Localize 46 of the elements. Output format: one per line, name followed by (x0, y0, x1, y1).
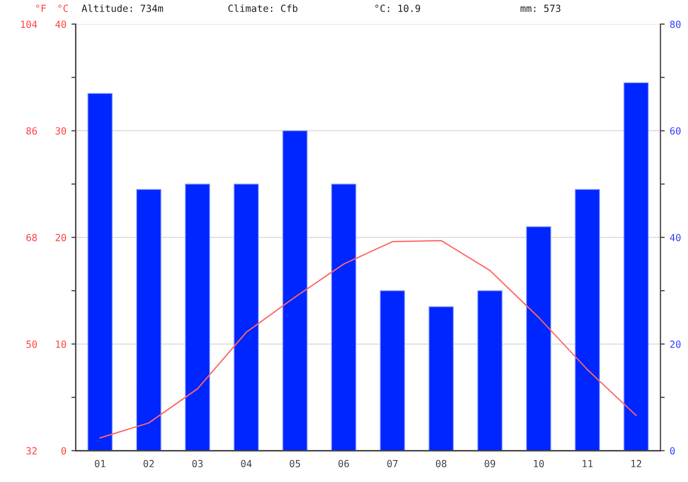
text: Altitude: 734m (82, 4, 164, 12)
y-axis-title: °C (58, 4, 68, 12)
x-tick-label: 11 (582, 460, 593, 468)
text: °C: 10.9 (375, 4, 420, 12)
bar (234, 184, 259, 451)
x-tick-label: 07 (387, 460, 398, 468)
text: mm: 573 (520, 4, 560, 12)
y3-axis-title: °F (36, 4, 46, 12)
bar (380, 290, 406, 451)
bar (282, 130, 308, 451)
y2-tick-label: 80 (670, 20, 681, 28)
x-tick-label: 12 (631, 460, 642, 468)
y2-tick-label: 0 (670, 447, 675, 455)
bar (526, 226, 552, 451)
x-tick-label: 10 (534, 460, 544, 468)
bar (574, 188, 600, 451)
y-tick-label: 0 (61, 447, 66, 455)
bar (477, 290, 503, 451)
x-tick-label: 05 (290, 460, 300, 468)
text: Climate: Cfb (228, 4, 298, 12)
y2-tick-label: 20 (670, 340, 681, 348)
y3-tick-label: 50 (26, 340, 37, 348)
y2-tick-label: 40 (670, 234, 681, 242)
y-tick-label: 20 (56, 234, 66, 242)
bar (331, 184, 356, 451)
y-tick-label: 40 (55, 20, 66, 28)
line-series (99, 240, 637, 438)
y-tick-label: 10 (56, 340, 66, 348)
bar (87, 93, 113, 451)
x-tick-label: 04 (241, 460, 252, 468)
x-tick-label: 01 (94, 460, 106, 468)
bar (624, 82, 649, 451)
bar (184, 184, 210, 451)
y3-tick-label: 68 (26, 234, 37, 242)
x-tick-label: 06 (338, 460, 349, 468)
bar (136, 188, 162, 451)
y3-tick-label: 86 (26, 127, 37, 135)
x-tick-label: 09 (484, 460, 496, 468)
bar (428, 306, 454, 451)
x-tick-label: 03 (192, 460, 203, 468)
y3-tick-label: 32 (26, 447, 37, 455)
y3-tick-label: 104 (21, 20, 38, 28)
y-tick-label: 30 (56, 127, 66, 135)
x-tick-label: 08 (436, 460, 446, 468)
y2-tick-label: 60 (670, 127, 681, 135)
x-tick-label: 02 (144, 460, 154, 468)
